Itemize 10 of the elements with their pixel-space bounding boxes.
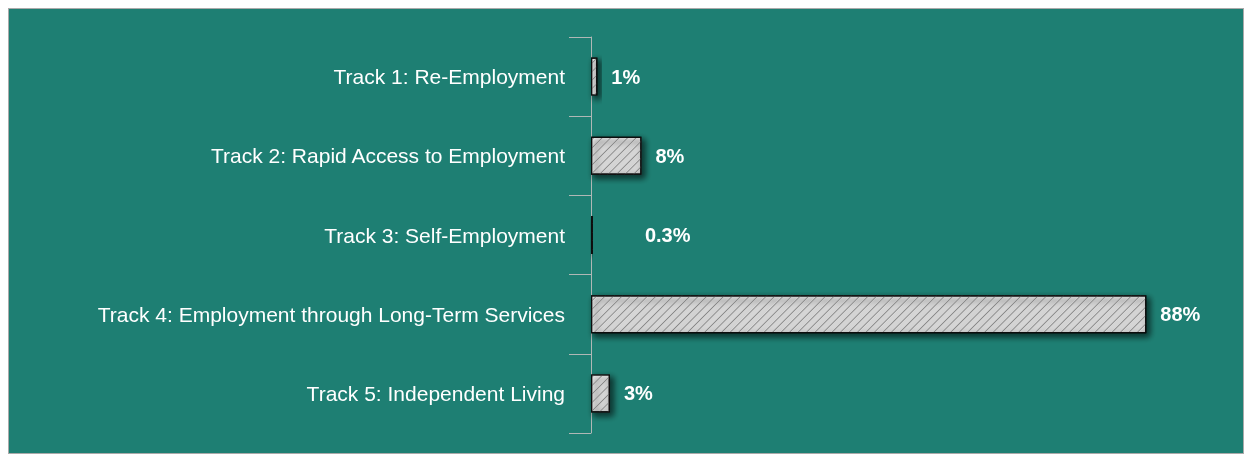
y-tick-label: Track 3: Self-Employment [324,223,566,247]
data-label: 8% [655,144,685,167]
data-label: 0.3% [644,224,691,246]
y-tick-label: Track 5: Independent Living [306,381,565,405]
data-label: 88% [1160,303,1201,326]
y-tick-label: Track 4: Employment through Long-Term Services [97,302,565,326]
y-tick-label: Track 1: Re-Employment [333,65,566,89]
data-label: 1% [611,65,641,88]
y-tick-label: Track 2: Rapid Access to Employment [210,144,566,168]
data-label: 3% [623,382,654,405]
